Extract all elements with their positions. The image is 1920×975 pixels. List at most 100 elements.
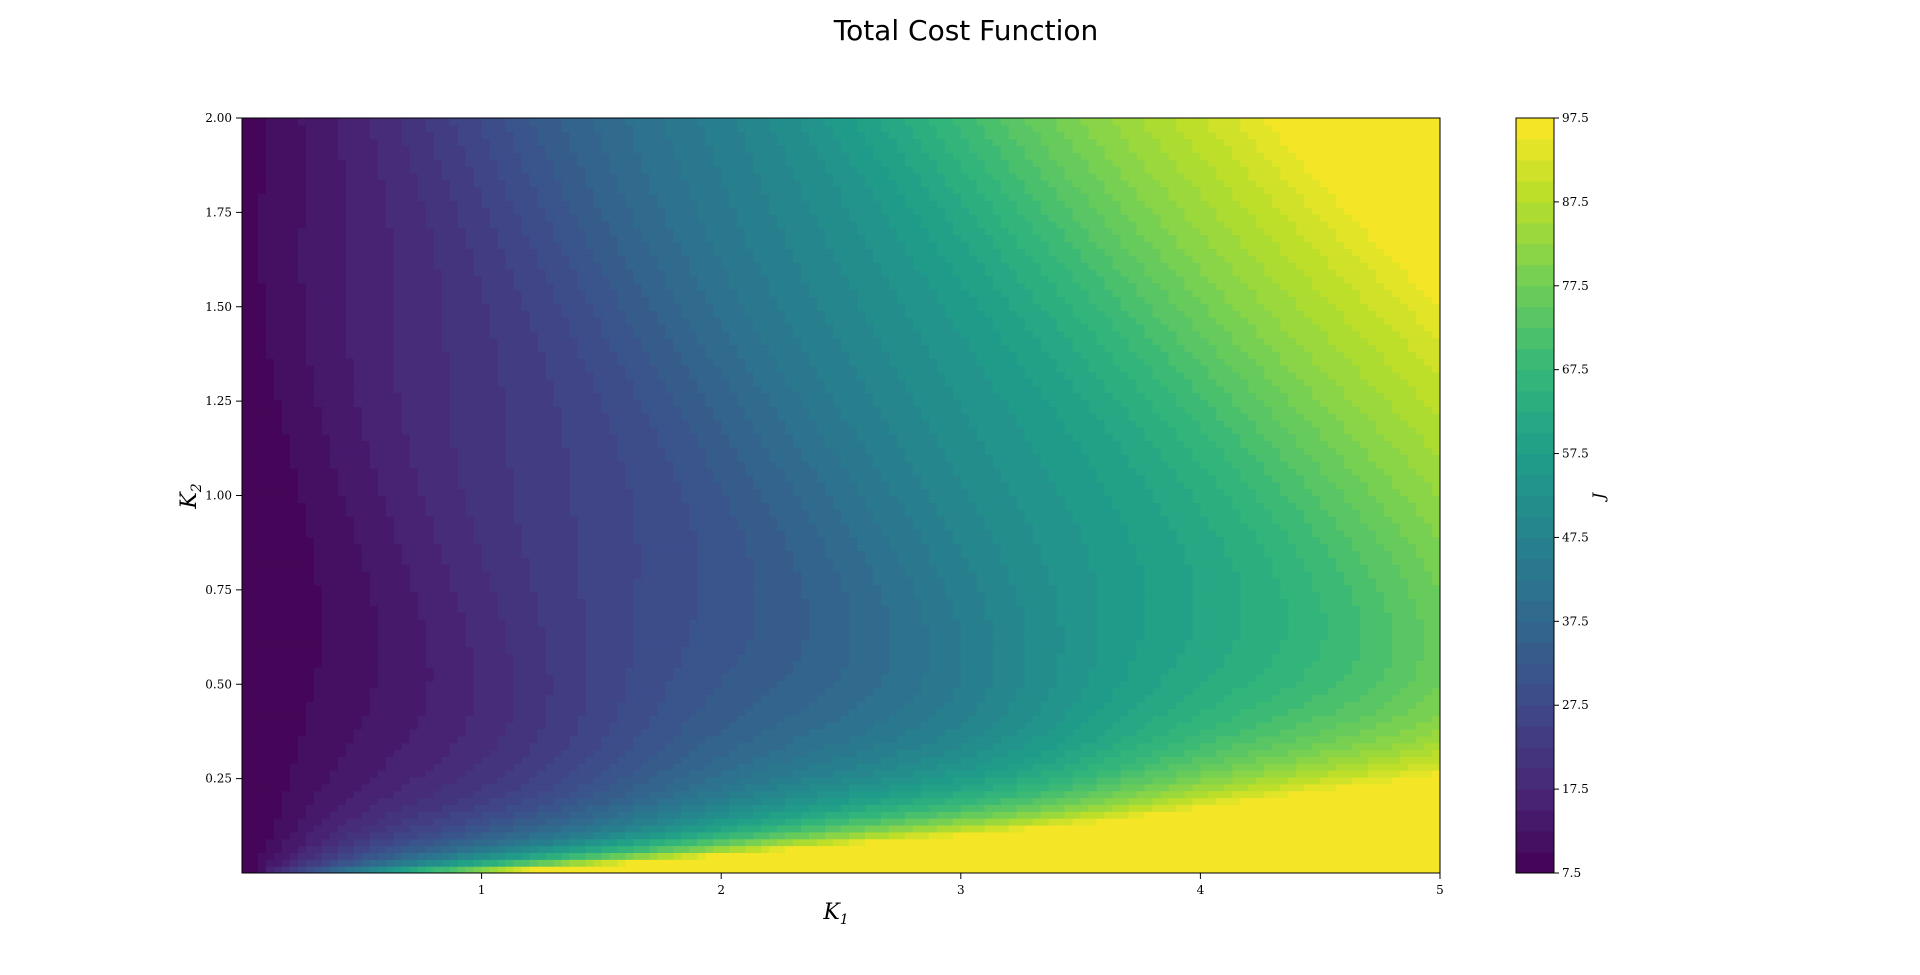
contour-cell bbox=[514, 749, 523, 756]
contour-cell bbox=[474, 324, 483, 331]
contour-cell bbox=[450, 434, 459, 441]
contour-cell bbox=[354, 722, 363, 729]
contour-cell bbox=[378, 276, 387, 283]
contour-cell bbox=[466, 756, 475, 763]
contour-cell bbox=[330, 454, 339, 461]
contour-cell bbox=[298, 839, 307, 846]
contour-cell bbox=[306, 118, 315, 125]
contour-cell bbox=[569, 296, 578, 303]
contour-cell bbox=[298, 619, 307, 626]
contour-cell bbox=[569, 708, 578, 715]
contour-cell bbox=[354, 640, 363, 647]
contour-cell bbox=[450, 722, 459, 729]
contour-cell bbox=[506, 811, 515, 818]
contour-cell bbox=[514, 434, 523, 441]
contour-cell bbox=[274, 640, 283, 647]
contour-cell bbox=[314, 303, 323, 310]
contour-cell bbox=[450, 633, 459, 640]
contour-cell bbox=[498, 152, 507, 159]
contour-cell bbox=[561, 598, 570, 605]
contour-cell bbox=[482, 523, 491, 530]
contour-cell bbox=[450, 187, 459, 194]
contour-cell bbox=[282, 447, 291, 454]
contour-cell bbox=[242, 406, 251, 413]
contour-cell bbox=[577, 159, 586, 166]
contour-cell bbox=[258, 708, 267, 715]
contour-cell bbox=[346, 544, 355, 551]
contour-cell bbox=[426, 516, 435, 523]
contour-cell bbox=[322, 804, 331, 811]
contour-cell bbox=[498, 406, 507, 413]
contour-cell bbox=[386, 571, 395, 578]
contour-cell bbox=[530, 756, 539, 763]
contour-cell bbox=[530, 770, 539, 777]
contour-cell bbox=[490, 502, 499, 509]
contour-cell bbox=[306, 180, 315, 187]
contour-cell bbox=[466, 695, 475, 702]
contour-cell bbox=[346, 393, 355, 400]
contour-cell bbox=[330, 688, 339, 695]
contour-cell bbox=[346, 454, 355, 461]
contour-cell bbox=[386, 262, 395, 269]
contour-cell bbox=[410, 242, 419, 249]
contour-cell bbox=[458, 441, 467, 448]
contour-cell bbox=[298, 598, 307, 605]
contour-cell bbox=[386, 118, 395, 125]
contour-cell bbox=[346, 276, 355, 283]
contour-cell bbox=[514, 358, 523, 365]
contour-cell bbox=[370, 303, 379, 310]
contour-cell bbox=[258, 825, 267, 832]
contour-cell bbox=[306, 125, 315, 132]
contour-cell bbox=[306, 729, 315, 736]
contour-cell bbox=[498, 207, 507, 214]
contour-cell bbox=[553, 640, 562, 647]
contour-cell bbox=[410, 557, 419, 564]
contour-cell bbox=[370, 619, 379, 626]
contour-cell bbox=[506, 681, 515, 688]
contour-cell bbox=[322, 701, 331, 708]
contour-cell bbox=[250, 626, 259, 633]
contour-cell bbox=[378, 152, 387, 159]
contour-cell bbox=[585, 818, 594, 825]
contour-cell bbox=[474, 722, 483, 729]
contour-cell bbox=[442, 564, 451, 571]
contour-cell bbox=[490, 571, 499, 578]
contour-cell bbox=[538, 194, 547, 201]
contour-cell bbox=[386, 338, 395, 345]
contour-cell bbox=[258, 345, 267, 352]
contour-cell bbox=[442, 139, 451, 146]
contour-cell bbox=[370, 338, 379, 345]
contour-cell bbox=[386, 166, 395, 173]
contour-cell bbox=[538, 221, 547, 228]
contour-cell bbox=[314, 255, 323, 262]
contour-cell bbox=[266, 846, 275, 853]
contour-cell bbox=[290, 653, 299, 660]
contour-cell bbox=[506, 585, 515, 592]
contour-cell bbox=[394, 804, 403, 811]
contour-cell bbox=[426, 248, 435, 255]
contour-cell bbox=[442, 125, 451, 132]
contour-cell bbox=[330, 791, 339, 798]
contour-cell bbox=[506, 187, 515, 194]
contour-cell bbox=[250, 269, 259, 276]
contour-cell bbox=[490, 688, 499, 695]
contour-cell bbox=[346, 537, 355, 544]
contour-cell bbox=[274, 736, 283, 743]
contour-cell bbox=[490, 523, 499, 530]
contour-cell bbox=[545, 441, 554, 448]
contour-cell bbox=[250, 811, 259, 818]
contour-cell bbox=[530, 557, 539, 564]
contour-cell bbox=[274, 544, 283, 551]
contour-cell bbox=[514, 564, 523, 571]
contour-cell bbox=[378, 399, 387, 406]
contour-cell bbox=[362, 365, 371, 372]
contour-cell bbox=[418, 351, 427, 358]
contour-cell bbox=[402, 585, 411, 592]
contour-cell bbox=[601, 839, 610, 846]
contour-cell bbox=[506, 290, 515, 297]
contour-cell bbox=[298, 235, 307, 242]
contour-cell bbox=[290, 187, 299, 194]
contour-cell bbox=[482, 653, 491, 660]
contour-cell bbox=[474, 688, 483, 695]
contour-cell bbox=[553, 839, 562, 846]
